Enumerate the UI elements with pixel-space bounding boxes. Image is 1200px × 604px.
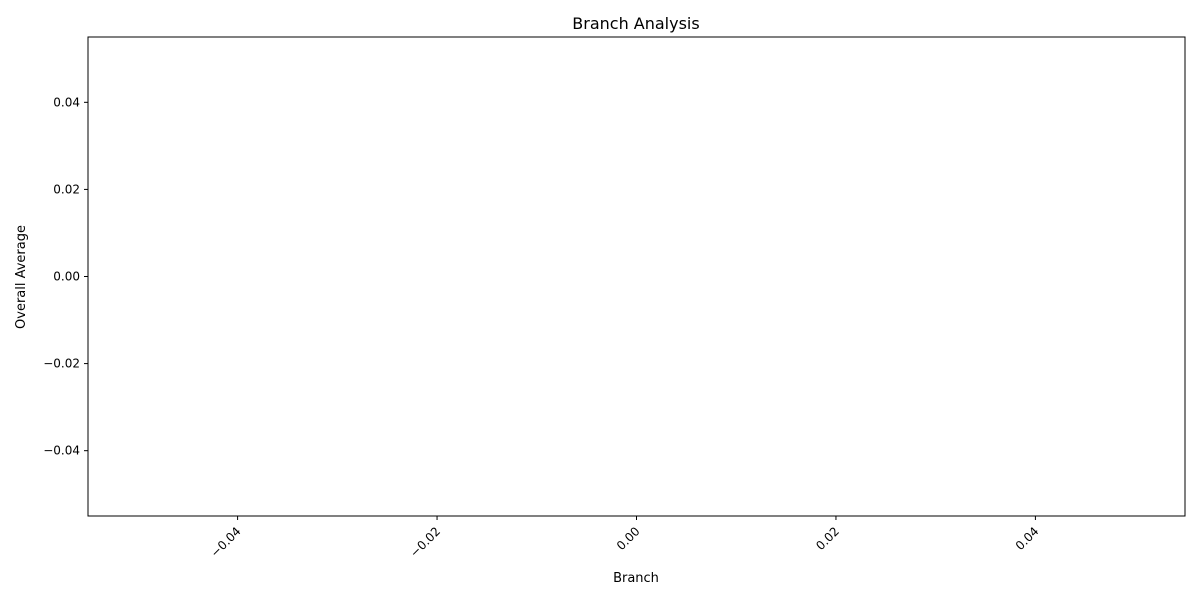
y-tick-label: 0.02	[53, 182, 80, 196]
y-axis-ticks: −0.04 −0.02 0.00 0.02 0.04	[43, 95, 88, 458]
y-tick-label: −0.04	[43, 444, 80, 458]
y-tick-label: 0.04	[53, 95, 80, 109]
x-axis-label: Branch	[613, 571, 659, 586]
chart-title: Branch Analysis	[572, 14, 699, 33]
y-axis-label: Overall Average	[14, 225, 29, 329]
y-tick-label: 0.00	[53, 270, 80, 284]
y-tick-label: −0.02	[43, 357, 80, 371]
